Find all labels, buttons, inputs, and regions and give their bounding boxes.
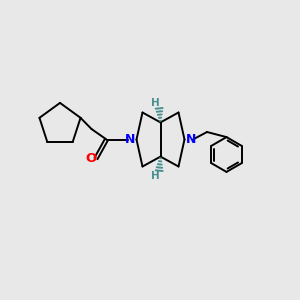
Text: N: N bbox=[125, 133, 135, 146]
Text: N: N bbox=[186, 133, 196, 146]
Text: H: H bbox=[151, 98, 160, 108]
Text: H: H bbox=[151, 171, 160, 181]
Text: O: O bbox=[85, 152, 97, 165]
